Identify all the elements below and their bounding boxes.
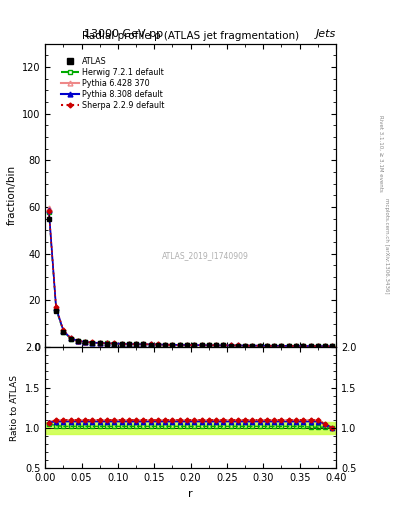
Title: Radial profile ρ (ATLAS jet fragmentation): Radial profile ρ (ATLAS jet fragmentatio… <box>82 31 299 41</box>
Text: Jets: Jets <box>316 29 336 39</box>
Y-axis label: Ratio to ATLAS: Ratio to ATLAS <box>10 375 19 441</box>
X-axis label: r: r <box>188 489 193 499</box>
Text: mcplots.cern.ch [arXiv:1306.3436]: mcplots.cern.ch [arXiv:1306.3436] <box>384 198 389 293</box>
Bar <box>45 422 336 434</box>
Text: ATLAS_2019_I1740909: ATLAS_2019_I1740909 <box>162 251 249 261</box>
Y-axis label: fraction/bin: fraction/bin <box>6 165 16 225</box>
Text: Rivet 3.1.10, ≥ 3.1M events: Rivet 3.1.10, ≥ 3.1M events <box>378 115 383 192</box>
Legend: ATLAS, Herwig 7.2.1 default, Pythia 6.428 370, Pythia 8.308 default, Sherpa 2.2.: ATLAS, Herwig 7.2.1 default, Pythia 6.42… <box>58 54 168 113</box>
Text: 13000 GeV pp: 13000 GeV pp <box>84 29 163 39</box>
